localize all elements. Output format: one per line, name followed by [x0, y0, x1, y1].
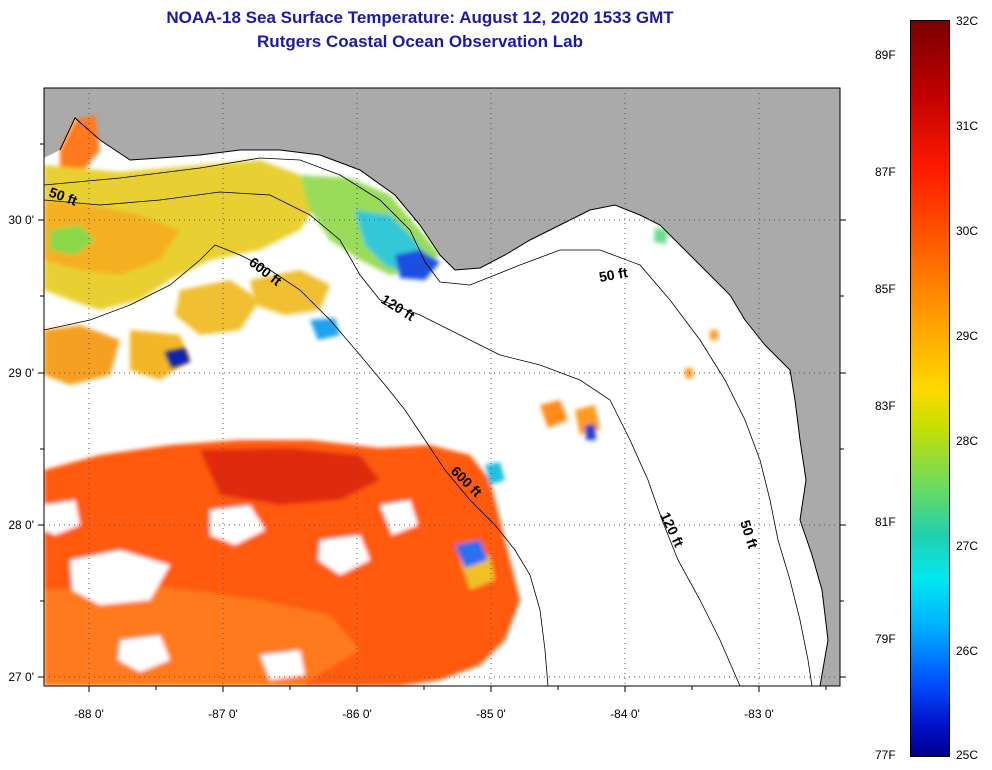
lon-label: -87 0': [208, 707, 238, 721]
contour-120ft-line: [44, 191, 741, 686]
colorbar-fahrenheit-label: 81F: [875, 515, 896, 529]
lon-label: -85 0': [476, 707, 506, 721]
contour-label-50ft-east: 50 ft: [598, 264, 629, 285]
sst-southern-warm: [44, 440, 520, 686]
colorbar-fahrenheit-label: 77F: [875, 748, 896, 762]
colorbar-fahrenheit-label: 83F: [875, 399, 896, 413]
colorbar-fahrenheit-label: 79F: [875, 632, 896, 646]
colorbar-celsius-label: 31C: [956, 119, 979, 133]
map-title: NOAA-18 Sea Surface Temperature: August …: [166, 8, 674, 27]
colorbar-celsius-label: 30C: [956, 224, 979, 238]
lat-label: 27 0': [8, 670, 34, 684]
sst-big-bend: [165, 175, 668, 368]
tick-marks: [38, 143, 846, 692]
map-subtitle: Rutgers Coastal Ocean Observation Lab: [257, 32, 583, 51]
lon-label: -84 0': [610, 707, 640, 721]
land-mass: [44, 88, 840, 686]
lon-label: -88 0': [74, 707, 104, 721]
colorbar-fahrenheit-label: 89F: [875, 48, 896, 62]
lat-label: 28 0': [8, 518, 34, 532]
colorbar-celsius-label: 28C: [956, 434, 979, 448]
colorbar-fahrenheit-label: 87F: [875, 165, 896, 179]
colorbar-celsius-label: 27C: [956, 539, 979, 553]
sst-northwest-shelf: [44, 115, 320, 385]
contour-50ft-line: [44, 157, 813, 686]
contour-600ft-line: [44, 244, 549, 686]
lon-label: -86 0': [342, 707, 372, 721]
lon-label: -83 0': [744, 707, 774, 721]
map-frame: [43, 87, 841, 687]
colorbar-celsius-label: 26C: [956, 644, 979, 658]
colorbar-celsius-label: 25C: [956, 748, 979, 762]
sst-eastern-scatter: [540, 330, 718, 440]
colorbar-celsius-label: 32C: [956, 14, 979, 28]
lat-label: 29 0': [8, 366, 34, 380]
lat-label: 30 0': [8, 213, 34, 227]
temperature-colorbar: [910, 20, 950, 757]
colorbar-fahrenheit-label: 85F: [875, 282, 896, 296]
coastline: [59, 117, 829, 686]
colorbar-celsius-label: 29C: [956, 329, 979, 343]
